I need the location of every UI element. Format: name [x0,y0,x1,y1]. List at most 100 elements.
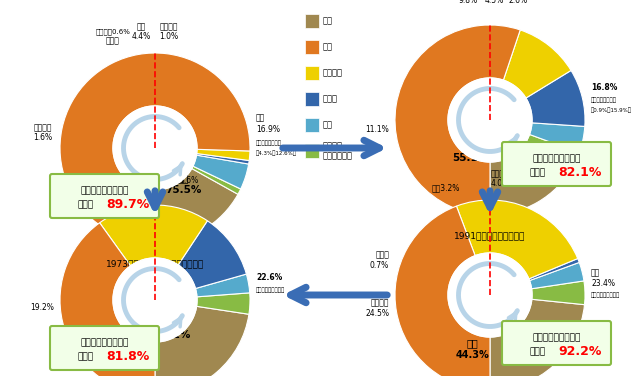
Wedge shape [532,281,585,305]
Wedge shape [60,53,250,243]
Text: 依存度: 依存度 [530,347,546,356]
Text: 0.7%: 0.7% [370,261,389,270]
Text: 16.9%: 16.9% [256,126,280,135]
Text: 原子力: 原子力 [106,36,120,45]
Wedge shape [178,221,247,288]
Wedge shape [526,70,585,126]
FancyBboxPatch shape [502,321,611,365]
Text: 水力: 水力 [136,22,146,31]
Text: エネルギー等: エネルギー等 [323,152,353,161]
Text: 石油: 石油 [323,42,333,52]
Text: 石炭: 石炭 [323,17,333,26]
Wedge shape [530,262,584,289]
Text: 海外からの化石燃料: 海外からの化石燃料 [532,155,581,164]
Wedge shape [196,274,250,297]
Text: 原子力: 原子力 [375,250,389,259]
Text: 海外からの化石燃料: 海外からの化石燃料 [81,187,128,196]
Wedge shape [456,200,578,279]
Text: 40.1%: 40.1% [155,330,191,340]
Bar [305,92,319,106]
Text: 天然ガス: 天然ガス [33,123,52,132]
Text: 16.8%: 16.8% [591,83,617,92]
Text: 4.5%: 4.5% [484,0,504,5]
Text: 19.2%: 19.2% [30,303,54,312]
Wedge shape [395,25,520,215]
Text: 原子力: 原子力 [323,94,338,103]
Text: 水力3.2%: 水力3.2% [432,183,460,192]
Text: 4.0%: 4.0% [490,179,510,188]
Text: （国内炭：輸入炭: （国内炭：輸入炭 [256,140,282,146]
Wedge shape [527,135,579,167]
Text: 1.0%: 1.0% [160,32,178,41]
Text: 89.7%: 89.7% [106,198,150,211]
Text: 22.6%: 22.6% [256,273,282,282]
Wedge shape [490,299,585,376]
Text: 統計上は輸入炭のみ: 統計上は輸入炭のみ [256,287,285,293]
Wedge shape [197,149,250,161]
Wedge shape [193,155,249,189]
Text: 天然ガス: 天然ガス [323,68,343,77]
Text: （国内炭：輸入炭: （国内炭：輸入炭 [591,97,617,103]
Wedge shape [100,205,208,266]
Text: 92.2%: 92.2% [558,345,601,358]
Text: 1973年度（第一次石油ショック時）: 1973年度（第一次石油ショック時） [106,259,204,268]
Text: 天然ガス: 天然ガス [371,299,389,308]
Text: 石炭: 石炭 [591,268,600,277]
Text: 再エネ等: 再エネ等 [160,22,178,31]
Wedge shape [192,166,241,194]
Wedge shape [60,223,155,376]
FancyBboxPatch shape [502,142,611,186]
Text: ＝4.3%：12.6%）: ＝4.3%：12.6%） [256,150,297,156]
Text: 1991年度（湾岸戦争時）: 1991年度（湾岸戦争時） [454,231,526,240]
Text: 石炭: 石炭 [256,114,265,123]
Text: 24.5%: 24.5% [365,308,389,317]
Text: 11.3%: 11.3% [129,176,153,185]
Text: 9.8%: 9.8% [458,0,477,5]
Text: 82.1%: 82.1% [558,166,601,179]
Text: 天然ガス0.6%: 天然ガス0.6% [96,29,130,35]
Text: 1.6%: 1.6% [33,133,52,143]
Wedge shape [504,30,571,98]
Text: 11.1%: 11.1% [366,126,389,135]
Text: 依存度: 依存度 [530,168,546,177]
Bar [305,144,319,158]
Wedge shape [155,306,249,376]
FancyBboxPatch shape [50,326,159,370]
Text: 再エネ等: 再エネ等 [491,169,509,178]
Text: 3.6%: 3.6% [180,176,199,185]
Text: 再生可能: 再生可能 [323,141,343,150]
Bar [305,14,319,28]
Text: 石油: 石油 [466,338,478,348]
Bar [305,118,319,132]
Wedge shape [529,259,579,280]
Text: 水力: 水力 [323,120,333,129]
Text: 石油: 石油 [177,173,189,183]
Text: 44.3%: 44.3% [455,350,489,360]
Text: 75.5%: 75.5% [165,185,201,195]
Circle shape [113,106,197,190]
FancyBboxPatch shape [50,174,159,218]
Wedge shape [155,168,238,243]
Text: 依存度: 依存度 [77,200,94,209]
Bar [305,66,319,80]
Wedge shape [197,293,250,314]
Text: 依存度: 依存度 [77,352,94,361]
Text: 55.1%: 55.1% [452,153,488,163]
Circle shape [113,258,197,342]
Circle shape [448,78,532,162]
Circle shape [448,253,532,337]
Text: 2.6%: 2.6% [509,0,528,5]
Text: 81.8%: 81.8% [106,350,150,363]
Wedge shape [530,123,585,153]
Text: 海外からの化石燃料: 海外からの化石燃料 [532,334,581,343]
Wedge shape [490,141,573,215]
Text: 4.4%: 4.4% [132,32,151,41]
Bar [305,40,319,54]
Text: 3.2%: 3.2% [155,176,174,185]
Wedge shape [196,153,249,164]
Wedge shape [395,206,490,376]
Text: 23.4%: 23.4% [591,279,615,288]
Text: ＝0.9%：15.9%）: ＝0.9%：15.9%） [591,107,632,113]
Text: 海外からの化石燃料: 海外からの化石燃料 [81,339,128,348]
Text: 統計上は輸入炭のみ: 統計上は輸入炭のみ [591,292,620,298]
